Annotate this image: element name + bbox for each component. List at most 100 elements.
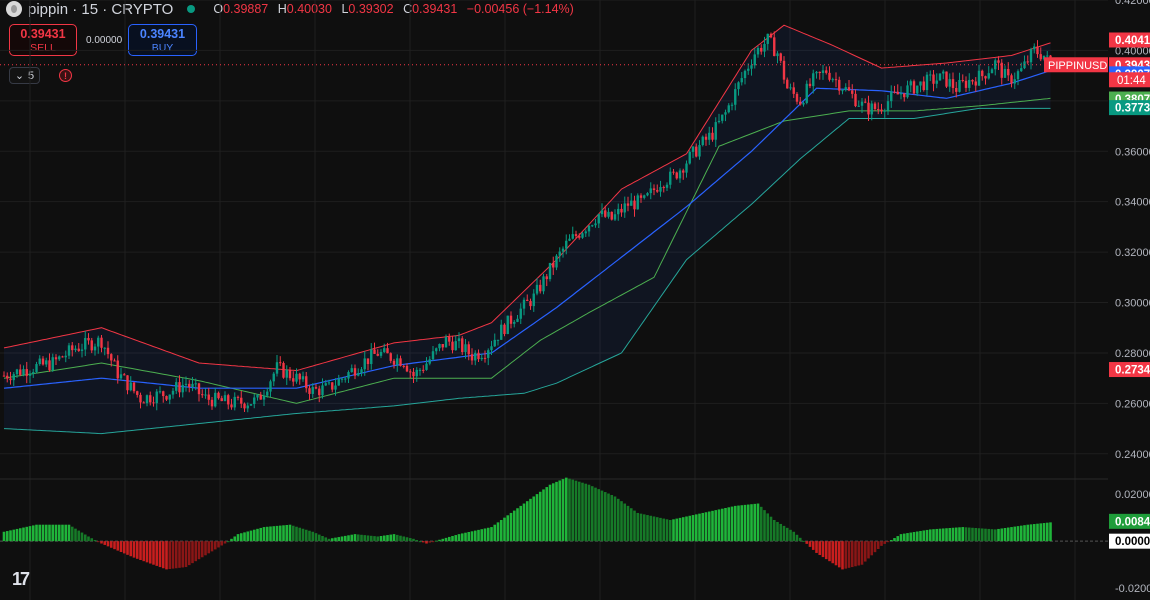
candle-body <box>383 348 386 352</box>
candle-body <box>1016 71 1020 80</box>
histogram-bar <box>259 527 263 542</box>
candle-body <box>428 359 431 364</box>
histogram-bar <box>15 528 19 542</box>
histogram-bar <box>707 511 711 542</box>
candle-body <box>9 378 12 381</box>
price-label: 0.27342 <box>1115 365 1150 377</box>
histogram-bar <box>730 506 734 542</box>
histogram-bar <box>681 517 685 542</box>
histogram-bar <box>711 510 714 542</box>
candle-body <box>665 184 669 188</box>
candle-body <box>493 339 496 347</box>
histogram-bar <box>678 517 682 542</box>
candle-body <box>812 73 815 87</box>
candle-body <box>168 394 171 400</box>
candle-body <box>548 262 552 280</box>
candle-body <box>474 352 477 361</box>
histogram-bar <box>909 532 913 542</box>
candle-body <box>171 390 175 395</box>
histogram-bar <box>210 541 214 552</box>
candle-body <box>717 120 721 123</box>
candle-body <box>344 378 347 380</box>
histogram-bar <box>525 501 529 542</box>
histogram-bar <box>184 541 188 568</box>
indicators-collapse-button[interactable]: ⌄ 5 <box>9 67 40 84</box>
histogram-bar <box>509 512 513 542</box>
candle-body <box>54 357 58 360</box>
candle-body <box>454 341 457 351</box>
histogram-bar <box>213 541 217 550</box>
histogram-bar <box>158 541 162 568</box>
histogram-bar <box>915 531 919 542</box>
candle-body <box>103 347 106 349</box>
candle-body <box>763 43 766 52</box>
candle-body <box>275 362 279 374</box>
candle-body <box>360 369 363 374</box>
candle-body <box>370 349 373 365</box>
histogram-bar <box>701 512 705 542</box>
lower-band-line <box>3 107 1051 435</box>
candle-body <box>682 170 685 173</box>
histogram-bar <box>594 487 597 542</box>
candle-body <box>591 225 594 227</box>
osc-value-label: 0.00000 <box>1115 536 1150 548</box>
histogram-bar <box>600 490 604 542</box>
candle-body <box>266 391 269 396</box>
histogram-bar <box>977 528 981 542</box>
candle-body <box>366 358 370 365</box>
histogram-bar <box>135 541 139 559</box>
candle-body <box>828 72 831 80</box>
histogram-bar <box>327 538 331 542</box>
histogram-bar <box>256 528 259 542</box>
candle-body <box>197 383 201 395</box>
histogram-bar <box>330 538 334 542</box>
candle-body <box>188 383 191 387</box>
histogram-bar <box>272 526 276 542</box>
histogram-bar <box>694 514 698 542</box>
chevron-down-icon: ⌄ <box>14 70 25 82</box>
histogram-bar <box>31 525 35 542</box>
histogram-bar <box>548 484 552 542</box>
candle-body <box>766 33 769 44</box>
histogram-bar <box>613 496 617 542</box>
histogram-bar <box>945 528 948 542</box>
histogram-bar <box>841 541 844 570</box>
candle-body <box>974 81 977 86</box>
histogram-bar <box>629 508 633 542</box>
candle-body <box>773 37 776 57</box>
histogram-bar <box>233 536 237 542</box>
histogram-bar <box>490 527 493 542</box>
histogram-bar <box>142 541 146 562</box>
candle-body <box>613 214 617 220</box>
histogram-bar <box>737 505 740 542</box>
histogram-bar <box>379 536 383 542</box>
symbol-title[interactable]: pippin · 15 · CRYPTO <box>28 0 174 18</box>
candle-body <box>32 372 35 374</box>
histogram-bar <box>971 527 974 542</box>
histogram-bar <box>35 524 38 542</box>
candle-body <box>1036 46 1039 55</box>
candle-body <box>201 394 204 396</box>
candle-body <box>461 338 464 353</box>
candle-body <box>997 60 1000 63</box>
candle-body <box>467 344 470 355</box>
histogram-bar <box>503 517 506 542</box>
ohlc-values: O0.39887 H0.40030 L0.39302 C0.39431 −0.0… <box>207 2 573 16</box>
candle-body <box>35 364 38 373</box>
candle-body <box>295 373 298 382</box>
histogram-bar <box>64 524 68 542</box>
histogram-bar <box>899 534 903 542</box>
pippin-logo-icon <box>6 1 22 17</box>
candle-body <box>958 79 961 92</box>
buy-label: BUY <box>151 42 174 54</box>
histogram-bar <box>1006 527 1010 542</box>
candle-body <box>288 369 292 379</box>
histogram-bar <box>317 534 321 542</box>
alert-icon[interactable]: ! <box>59 69 72 82</box>
candle-body <box>191 383 194 387</box>
histogram-bar <box>28 526 32 542</box>
tradingview-logo-icon[interactable]: 17 <box>12 569 30 589</box>
histogram-bar <box>987 528 991 542</box>
